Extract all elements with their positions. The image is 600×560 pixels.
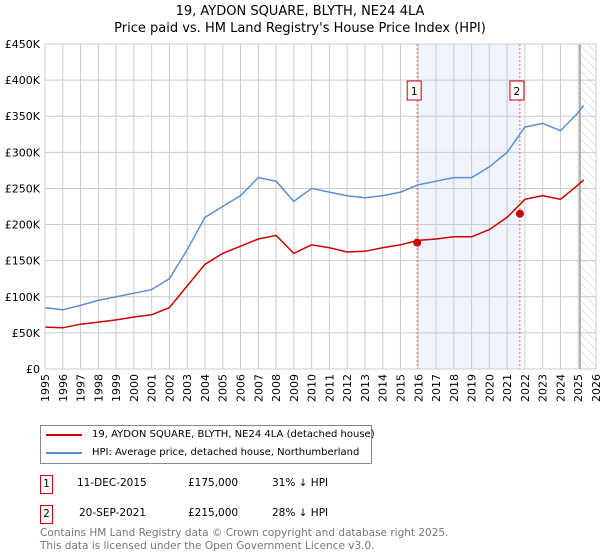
chart-title: 19, AYDON SQUARE, BLYTH, NE24 4LA Price p… [0,3,600,37]
legend-label: 19, AYDON SQUARE, BLYTH, NE24 4LA (detac… [92,429,375,440]
legend-item-property: 19, AYDON SQUARE, BLYTH, NE24 4LA (detac… [41,426,375,444]
y-tick-label: £250K [5,182,41,195]
y-tick-label: £50K [12,327,41,340]
x-tick-label: 2013 [359,374,372,402]
x-tick-label: 1996 [57,374,70,402]
x-tick-label: 2010 [306,374,319,402]
x-tick-label: 2016 [412,374,425,402]
sale-price: £215,000 [188,507,239,519]
hpi-line [44,104,585,311]
footer: Contains HM Land Registry data © Crown c… [40,527,448,553]
sale-row: 2 20-SEP-2021 £215,000 28% ↓ HPI [40,505,370,524]
x-tick-label: 2022 [519,374,532,402]
legend: 19, AYDON SQUARE, BLYTH, NE24 4LA (detac… [40,425,375,464]
x-tick-label: 2002 [163,374,176,402]
footer-line-2: This data is licensed under the Open Gov… [40,540,375,552]
sale-price: £175,000 [188,477,239,489]
sale-marker-label: 1 [411,85,418,98]
plot-border [44,43,597,370]
legend-item-hpi: HPI: Average price, detached house, Nort… [41,444,359,462]
y-tick-label: £450K [5,38,41,51]
sale-marker-label: 2 [513,85,520,98]
x-tick-label: 2007 [252,374,265,402]
x-tick-label: 2021 [501,374,514,402]
title-line-1: 19, AYDON SQUARE, BLYTH, NE24 4LA [175,4,425,19]
sale-point [413,238,422,247]
sale-hpi: 28% ↓ HPI [272,507,329,519]
legend-label: HPI: Average price, detached house, Nort… [92,447,360,458]
x-tick-label: 2005 [217,374,230,402]
x-tick-label: 1998 [92,374,105,402]
x-tick-label: 2020 [483,374,496,402]
x-tick-label: 1995 [39,374,52,402]
sale-point [515,209,524,218]
x-tick-label: 2001 [146,374,159,402]
y-tick-label: £400K [5,74,41,87]
x-tick-label: 2023 [537,374,550,402]
sale-period-shade [417,44,520,369]
footer-line-1: Contains HM Land Registry data © Crown c… [40,527,449,539]
y-tick-label: £350K [5,110,41,123]
sale-marker-label: 2 [40,505,53,524]
x-tick-label: 1997 [75,374,88,402]
plot-area: 1995 1996 1997 1998 1999 2000 2001 2002 2003 2004… [5,38,600,402]
y-tick-label: £100K [5,291,41,304]
x-tick-label: 2003 [181,374,194,402]
y-tick-label: £0 [26,363,40,376]
x-tick-label: 1999 [110,374,123,402]
title-line-2: Price paid vs. HM Land Registry's House … [114,21,486,36]
x-tick-label: 2017 [430,374,443,402]
sale-date: 11-DEC-2015 [77,477,147,489]
y-tick-label: £150K [5,255,41,268]
x-tick-label: 2004 [199,374,212,402]
x-tick-label: 2024 [554,374,567,402]
x-tick-label: 2012 [341,374,354,402]
sale-hpi: 31% ↓ HPI [272,477,329,489]
x-tick-label: 2026 [590,374,600,402]
sale-marker-label: 1 [40,475,53,494]
x-tick-label: 2019 [466,374,479,402]
x-tick-label: 2011 [323,374,336,402]
forecast-hatch [580,44,596,369]
y-tick-label: £300K [5,146,41,159]
sale-marker-box [509,80,525,101]
y-tick-label: £200K [5,219,41,232]
x-tick-label: 2018 [448,374,461,402]
x-tick-label: 2015 [394,374,407,402]
x-tick-label: 2025 [572,374,585,402]
sale-row: 1 11-DEC-2015 £175,000 31% ↓ HPI [40,475,370,494]
sale-marker-box [406,80,422,101]
x-tick-label: 2008 [270,374,283,402]
x-tick-label: 2009 [288,374,301,402]
property-price-line [44,179,585,329]
x-tick-label: 2006 [235,374,248,402]
sale-date: 20-SEP-2021 [79,507,147,519]
x-tick-label: 2014 [377,374,390,402]
x-tick-label: 2000 [128,374,141,402]
